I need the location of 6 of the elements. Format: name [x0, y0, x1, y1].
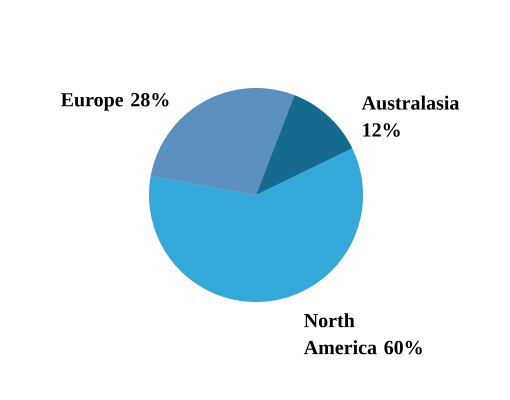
slice-label: Australasia: [362, 96, 460, 110]
data-label: 28%: [131, 93, 168, 107]
data-label: 12%: [363, 123, 400, 137]
slice-label: North America: [304, 313, 377, 354]
data-label: 60%: [384, 340, 422, 354]
slice-label: Europe: [60, 93, 124, 111]
